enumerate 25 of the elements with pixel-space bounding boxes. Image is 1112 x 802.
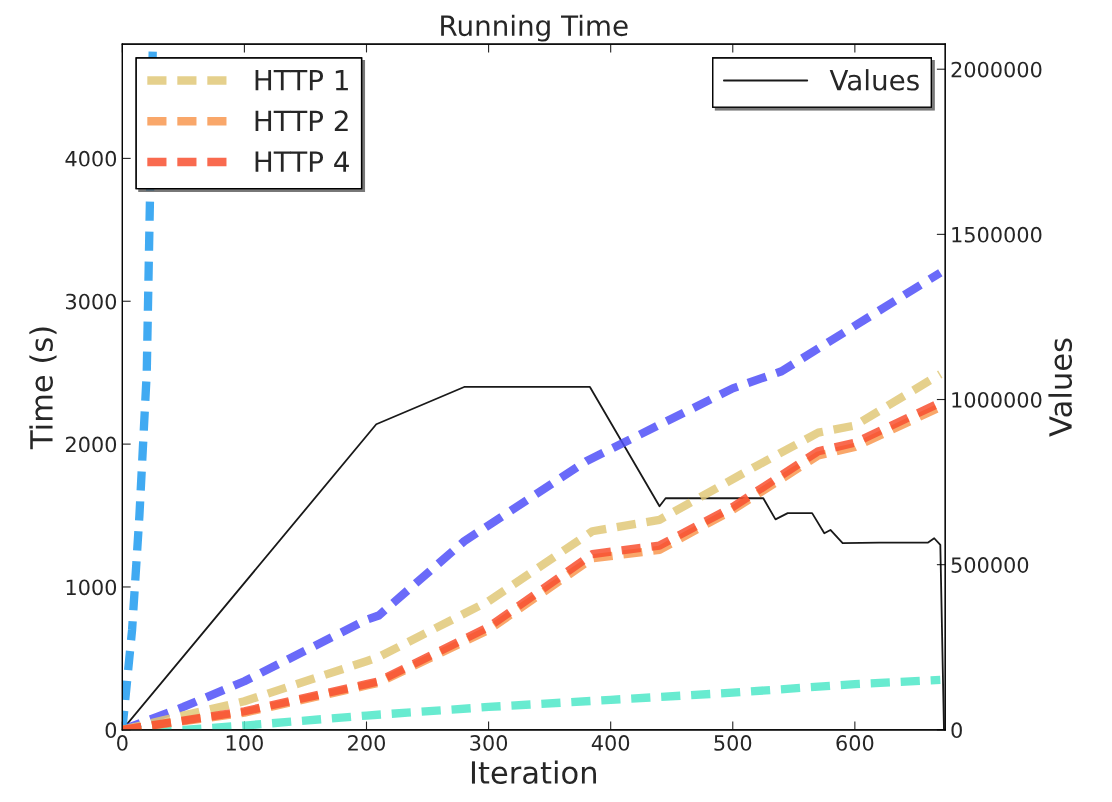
x-tick-label: 100 <box>226 735 263 751</box>
legend-label: HTTP 2 <box>255 110 348 131</box>
y2-axis-title: Values <box>1048 338 1073 437</box>
y2-tick-label: 0 <box>951 722 962 739</box>
y2-tick-label: 1000000 <box>952 391 1042 408</box>
y-axis-title: Time (s) <box>29 327 57 450</box>
y-tick-label: 1000 <box>66 579 117 596</box>
y-tick-label: 0 <box>105 722 117 739</box>
x-axis-title: Iteration <box>471 760 596 785</box>
x-tick-label: 600 <box>836 735 874 751</box>
legend-label: Values <box>829 69 919 91</box>
x-tick-label: 200 <box>348 735 385 751</box>
legend-label: HTTP 1 <box>255 69 348 91</box>
y2-tick-label: 2000000 <box>951 61 1042 78</box>
x-tick-label: 400 <box>591 735 630 751</box>
y-tick-label: 2000 <box>65 436 117 453</box>
x-tick-label: 500 <box>714 735 752 751</box>
y-tick-label: 3000 <box>66 293 117 310</box>
y-tick-label: 4000 <box>65 150 117 167</box>
legend-label: HTTP 4 <box>255 151 349 172</box>
y2-tick-label: 500000 <box>951 557 1029 573</box>
x-tick-label: 0 <box>117 735 128 751</box>
chart-title: Running Time <box>441 14 628 42</box>
y2-tick-label: 1500000 <box>952 226 1042 243</box>
x-tick-label: 300 <box>470 735 508 751</box>
